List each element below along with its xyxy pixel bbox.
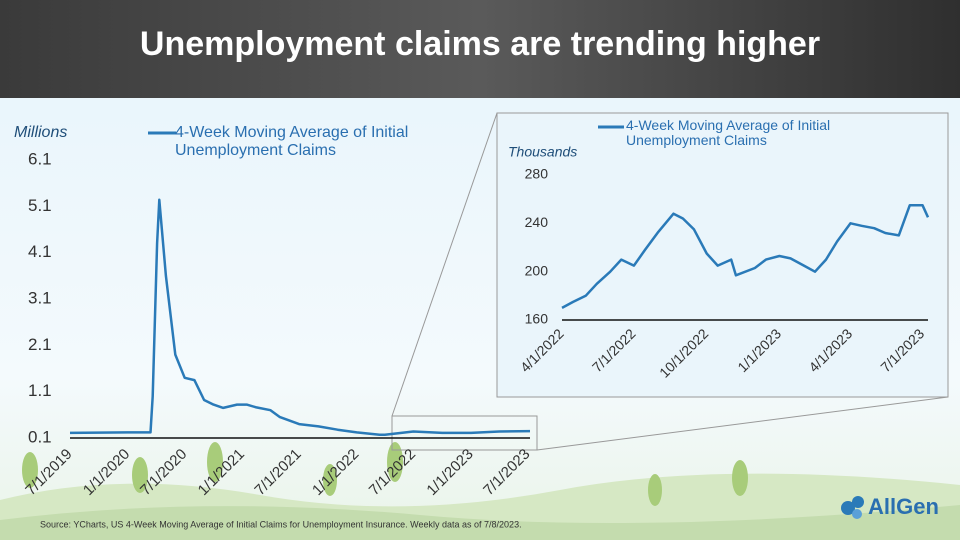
y-tick-label: 2.1 xyxy=(28,335,52,354)
x-tick-label: 7/1/2023 xyxy=(480,446,533,499)
data-line xyxy=(69,198,531,437)
y-tick-label: 6.1 xyxy=(28,149,52,168)
x-tick-label: 1/1/2022 xyxy=(309,446,362,499)
y-tick-label: 3.1 xyxy=(28,288,52,307)
x-tick-label: 7/1/2021 xyxy=(251,446,304,499)
y-axis-label: Millions xyxy=(14,124,67,141)
logo-icon xyxy=(841,496,864,519)
slide-title: Unemployment claims are trending higher xyxy=(140,25,820,63)
header-photo xyxy=(0,0,960,98)
logo: AllGen xyxy=(868,494,939,519)
y-tick-label: 280 xyxy=(525,166,549,182)
legend-text: 4-Week Moving Average of Initial Unemplo… xyxy=(626,117,831,149)
y-tick-label: 240 xyxy=(525,214,549,230)
source-note: Source: YCharts, US 4-Week Moving Averag… xyxy=(40,519,522,529)
hills xyxy=(0,505,960,540)
trees xyxy=(22,442,748,506)
y-tick-label: 200 xyxy=(525,262,549,278)
connector xyxy=(536,396,949,451)
y-tick-label: 0.1 xyxy=(28,427,52,446)
legend-text: 4-Week Moving Average of Initial Unemplo… xyxy=(175,124,409,159)
x-tick-label: 1/1/2023 xyxy=(423,446,476,499)
inset-box xyxy=(496,112,949,398)
connector xyxy=(391,112,498,417)
y-tick-label: 5.1 xyxy=(28,196,52,215)
data-line xyxy=(561,203,930,309)
y-axis-label: Thousands xyxy=(508,144,577,160)
y-tick-label: 1.1 xyxy=(28,381,52,400)
y-tick-label: 160 xyxy=(525,311,549,327)
y-tick-label: 4.1 xyxy=(28,242,52,261)
